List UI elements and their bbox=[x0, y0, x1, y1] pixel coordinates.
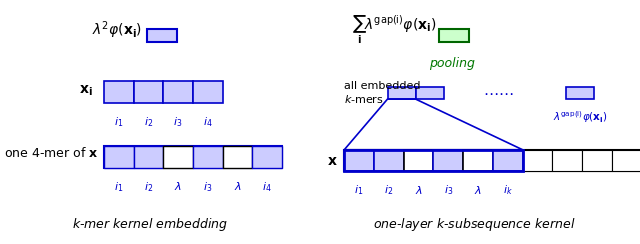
FancyBboxPatch shape bbox=[387, 87, 415, 99]
Text: $\mathbf{x}$: $\mathbf{x}$ bbox=[327, 153, 338, 168]
Text: $i_1$: $i_1$ bbox=[114, 180, 124, 194]
FancyBboxPatch shape bbox=[163, 81, 193, 103]
Text: $i_4$: $i_4$ bbox=[203, 115, 212, 129]
FancyBboxPatch shape bbox=[523, 150, 552, 172]
Text: $i_3$: $i_3$ bbox=[203, 180, 212, 194]
Text: $\mathbf{x_i}$: $\mathbf{x_i}$ bbox=[79, 83, 93, 98]
FancyBboxPatch shape bbox=[147, 29, 177, 42]
FancyBboxPatch shape bbox=[193, 146, 223, 168]
FancyBboxPatch shape bbox=[552, 150, 582, 172]
Text: $i_2$: $i_2$ bbox=[144, 115, 153, 129]
FancyBboxPatch shape bbox=[134, 81, 163, 103]
Text: $\lambda^{\mathrm{gap(i)}}\varphi(\mathbf{x_i})$: $\lambda^{\mathrm{gap(i)}}\varphi(\mathb… bbox=[552, 109, 607, 124]
FancyBboxPatch shape bbox=[223, 146, 252, 168]
FancyBboxPatch shape bbox=[566, 87, 594, 99]
FancyBboxPatch shape bbox=[163, 146, 193, 168]
Bar bbox=[344, 150, 523, 172]
Text: $i_1$: $i_1$ bbox=[114, 115, 124, 129]
Text: $i_3$: $i_3$ bbox=[444, 183, 453, 197]
FancyBboxPatch shape bbox=[104, 81, 134, 103]
Text: pooling: pooling bbox=[429, 57, 476, 70]
FancyBboxPatch shape bbox=[433, 150, 463, 172]
Text: one-layer $k$-subsequence kernel: one-layer $k$-subsequence kernel bbox=[372, 216, 575, 233]
FancyBboxPatch shape bbox=[252, 146, 282, 168]
FancyBboxPatch shape bbox=[463, 150, 493, 172]
FancyBboxPatch shape bbox=[134, 146, 163, 168]
FancyBboxPatch shape bbox=[344, 150, 374, 172]
Text: $\lambda$: $\lambda$ bbox=[474, 183, 482, 195]
FancyBboxPatch shape bbox=[193, 81, 223, 103]
FancyBboxPatch shape bbox=[612, 150, 640, 172]
Text: $i_k$: $i_k$ bbox=[503, 183, 513, 197]
Text: $i_3$: $i_3$ bbox=[173, 115, 183, 129]
Text: $\cdots\cdots$: $\cdots\cdots$ bbox=[483, 85, 514, 100]
FancyBboxPatch shape bbox=[374, 150, 404, 172]
FancyBboxPatch shape bbox=[416, 87, 444, 99]
FancyBboxPatch shape bbox=[104, 146, 282, 168]
Text: $i_2$: $i_2$ bbox=[144, 180, 153, 194]
FancyBboxPatch shape bbox=[439, 29, 468, 42]
Text: $\sum_\mathbf{i} \lambda^{\mathrm{gap(i)}}\varphi(\mathbf{x_i})$: $\sum_\mathbf{i} \lambda^{\mathrm{gap(i)… bbox=[352, 14, 436, 47]
Text: all embedded
$k$-mers: all embedded $k$-mers bbox=[344, 81, 420, 105]
Text: $\lambda$: $\lambda$ bbox=[174, 180, 182, 192]
Text: $\lambda$: $\lambda$ bbox=[415, 183, 422, 195]
Text: $i_1$: $i_1$ bbox=[355, 183, 364, 197]
Text: $i_2$: $i_2$ bbox=[384, 183, 394, 197]
Text: $i_4$: $i_4$ bbox=[262, 180, 272, 194]
FancyBboxPatch shape bbox=[582, 150, 612, 172]
Text: $\lambda^2\varphi(\mathbf{x_i})$: $\lambda^2\varphi(\mathbf{x_i})$ bbox=[92, 20, 141, 41]
FancyBboxPatch shape bbox=[104, 146, 134, 168]
FancyBboxPatch shape bbox=[493, 150, 523, 172]
FancyBboxPatch shape bbox=[404, 150, 433, 172]
Text: $\lambda$: $\lambda$ bbox=[234, 180, 241, 192]
Text: one 4-mer of $\mathbf{x}$: one 4-mer of $\mathbf{x}$ bbox=[4, 146, 99, 160]
FancyBboxPatch shape bbox=[344, 150, 640, 172]
Text: $k$-mer kernel embedding: $k$-mer kernel embedding bbox=[72, 216, 228, 233]
